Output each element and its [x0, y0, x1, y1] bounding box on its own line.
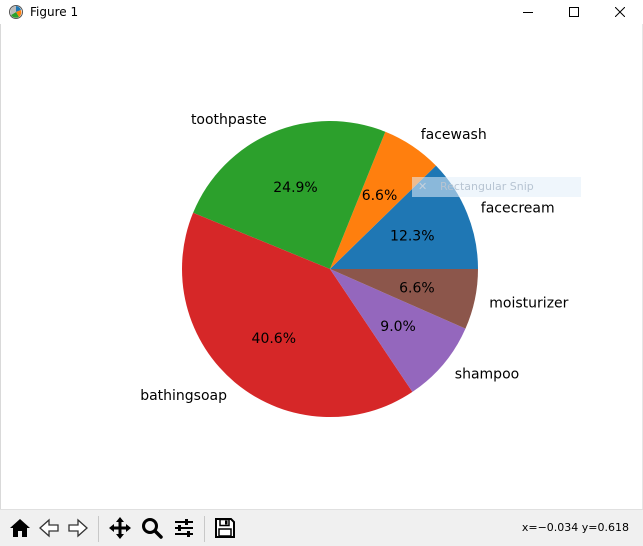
window-border-left: [0, 24, 1, 509]
configure-subplots-icon: [175, 519, 193, 537]
snip-label: Rectangular Snip: [440, 180, 534, 193]
back-button[interactable]: [35, 514, 63, 542]
save-icon: [215, 518, 235, 538]
cursor-coordinates: x=−0.034 y=0.618: [521, 521, 629, 534]
close-icon: [615, 7, 625, 17]
maximize-icon: [569, 7, 579, 17]
snip-icon: ✕: [418, 180, 428, 193]
minimize-icon: [523, 12, 533, 13]
pie-pct-label-toothpaste: 24.9%: [273, 180, 317, 196]
matplotlib-logo-icon: [9, 5, 23, 19]
toolbar-separator: [98, 516, 99, 542]
figure-canvas[interactable]: 12.3% facecream 6.6% facewash 24.9% toothpast…: [1, 24, 642, 509]
close-button[interactable]: [597, 0, 643, 24]
configure-subplots-button[interactable]: [170, 514, 198, 542]
toolbar-separator: [204, 516, 205, 542]
pie-category-label-shampoo: shampoo: [455, 367, 519, 383]
pie-pct-label-facecream: 12.3%: [390, 229, 434, 245]
navigation-toolbar: x=−0.034 y=0.618: [0, 509, 643, 546]
pan-button[interactable]: [106, 514, 134, 542]
maximize-button[interactable]: [551, 0, 597, 24]
pie-category-label-moisturizer: moisturizer: [489, 296, 568, 312]
pie-slice-facewash: [330, 131, 436, 269]
home-button[interactable]: [6, 514, 34, 542]
pie-slice-toothpaste: [193, 121, 386, 269]
home-icon: [10, 519, 30, 537]
zoom-icon: [142, 518, 163, 539]
pie-slice-bathingsoap: [181, 212, 413, 418]
forward-button[interactable]: [64, 514, 92, 542]
minimize-button[interactable]: [505, 0, 551, 24]
pie-chart: 12.3% facecream 6.6% facewash 24.9% toothpast…: [140, 112, 569, 418]
pie-category-label-bathingsoap: bathingsoap: [140, 388, 227, 404]
pie-pct-label-shampoo: 9.0%: [380, 319, 416, 335]
save-button[interactable]: [211, 514, 239, 542]
pie-pct-label-moisturizer: 6.6%: [399, 280, 435, 296]
rectangular-snip-overlay: ✕ Rectangular Snip: [412, 177, 581, 197]
zoom-button[interactable]: [138, 514, 166, 542]
pan-icon: [109, 517, 131, 539]
title-bar: Figure 1: [0, 0, 643, 24]
back-icon: [39, 518, 59, 538]
window-title: Figure 1: [30, 5, 79, 19]
pie-pct-label-facewash: 6.6%: [362, 188, 398, 204]
pie-category-label-toothpaste: toothpaste: [191, 112, 267, 128]
pie-slice-moisturizer: [330, 269, 478, 329]
pie-category-label-facecream: facecream: [481, 201, 555, 217]
pie-category-label-facewash: facewash: [421, 127, 487, 143]
pie-slice-shampoo: [330, 269, 466, 392]
forward-icon: [68, 518, 88, 538]
pie-pct-label-bathingsoap: 40.6%: [252, 331, 296, 347]
